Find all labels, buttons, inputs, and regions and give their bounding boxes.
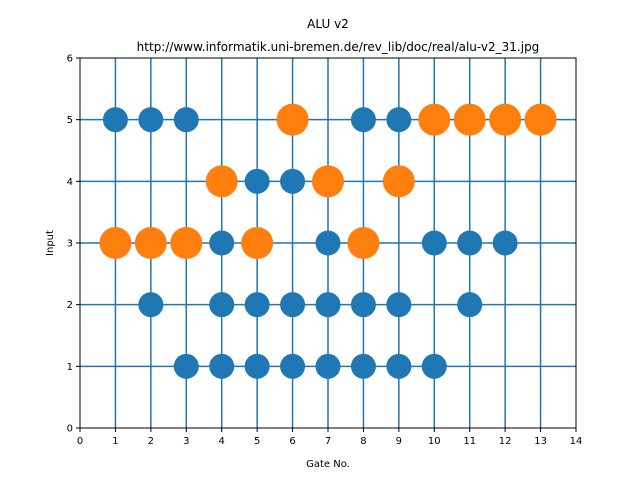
x-tick-label-12: 12: [499, 436, 512, 447]
x-tick-label-0: 0: [77, 436, 83, 447]
point-gate-12-input-5: [489, 103, 522, 136]
point-gate-9-input-1: [386, 353, 412, 379]
point-gate-3-input-1: [173, 353, 199, 379]
y-tick-label-4: 4: [67, 177, 73, 188]
point-gate-10-input-1: [421, 353, 447, 379]
point-gate-3-input-5: [173, 107, 199, 133]
point-gate-9-input-5: [386, 107, 412, 133]
y-axis-ticks: 0 1 2 3 4 5 6: [67, 54, 80, 435]
point-gate-11-input-2: [457, 292, 483, 318]
y-tick-label-3: 3: [67, 239, 73, 250]
y-tick-label-5: 5: [67, 115, 73, 126]
x-tick-label-4: 4: [219, 436, 225, 447]
point-gate-6-input-2: [280, 292, 306, 318]
x-tick-label-8: 8: [360, 436, 366, 447]
point-gate-11-input-5: [453, 103, 486, 136]
point-gate-5-input-4: [244, 168, 270, 194]
point-gate-1-input-5: [102, 107, 128, 133]
point-gate-7-input-4: [312, 165, 344, 198]
x-tick-label-7: 7: [325, 436, 331, 447]
x-tick-label-6: 6: [289, 436, 295, 447]
point-gate-8-input-3: [347, 227, 380, 259]
x-tick-label-1: 1: [112, 436, 118, 447]
point-gate-6-input-1: [280, 353, 306, 379]
point-gate-2-input-5: [138, 107, 164, 133]
chart-title: ALU v2: [307, 17, 349, 31]
point-gate-8-input-1: [350, 353, 376, 379]
point-gate-10-input-3: [421, 230, 447, 256]
point-gate-2-input-3: [134, 227, 167, 259]
point-gate-6-input-5: [276, 103, 309, 136]
point-gate-11-input-3: [457, 230, 483, 256]
x-tick-label-11: 11: [463, 436, 476, 447]
point-gate-8-input-2: [350, 292, 376, 318]
point-gate-12-input-3: [492, 230, 518, 256]
x-tick-label-2: 2: [148, 436, 154, 447]
y-tick-label-0: 0: [67, 424, 73, 435]
point-gate-2-input-2: [138, 292, 164, 318]
chart-subtitle: http://www.informatik.uni-bremen.de/rev_…: [137, 40, 540, 54]
point-gate-4-input-1: [209, 353, 235, 379]
point-gate-3-input-3: [170, 227, 203, 259]
x-axis-ticks: 0 1 2 3 4 5 6 7 8 9 10 11 12 13 14: [77, 428, 583, 447]
point-gate-8-input-5: [350, 107, 376, 133]
point-gate-5-input-3: [241, 227, 274, 259]
y-tick-label-2: 2: [67, 300, 73, 311]
x-tick-label-13: 13: [534, 436, 547, 447]
point-gate-4-input-4: [205, 165, 238, 198]
point-gate-13-input-5: [524, 103, 557, 136]
point-gate-7-input-1: [315, 353, 341, 379]
data-points: [99, 103, 557, 379]
y-tick-label-1: 1: [67, 362, 73, 373]
y-axis-label: Input: [45, 230, 56, 256]
point-gate-9-input-4: [382, 165, 415, 198]
point-gate-5-input-1: [244, 353, 270, 379]
x-tick-label-10: 10: [428, 436, 441, 447]
point-gate-5-input-2: [244, 292, 270, 318]
x-axis-label: Gate No.: [306, 459, 350, 470]
point-gate-4-input-2: [209, 292, 235, 318]
point-gate-7-input-2: [315, 292, 341, 318]
y-tick-label-6: 6: [67, 54, 73, 65]
point-gate-4-input-3: [209, 230, 235, 256]
point-gate-6-input-4: [280, 168, 306, 194]
point-gate-10-input-5: [418, 103, 451, 136]
x-tick-label-9: 9: [396, 436, 402, 447]
point-gate-9-input-2: [386, 292, 412, 318]
point-gate-7-input-3: [315, 230, 341, 256]
x-tick-label-5: 5: [254, 436, 260, 447]
x-tick-label-14: 14: [570, 436, 583, 447]
x-tick-label-3: 3: [183, 436, 189, 447]
point-gate-1-input-3: [99, 227, 132, 259]
